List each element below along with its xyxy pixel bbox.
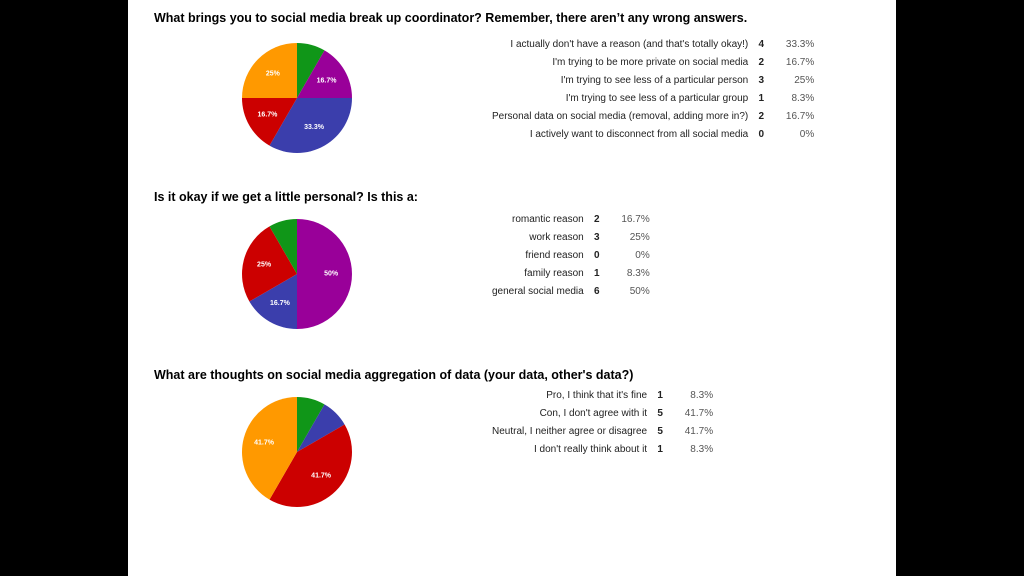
pie-slice [269,424,352,507]
legend-count: 4 [758,38,765,50]
pie-slice-label: 41.7% [311,473,332,480]
legend-row: I'm trying to be more private on social … [492,53,814,71]
legend-count: 2 [758,110,765,122]
pie-slice [269,98,352,153]
legend-label: work reason [529,231,584,243]
legend-row: family reason 1 8.3% [492,264,650,282]
pie-slice-label: 16.7% [270,300,291,307]
pie-chart-2: 50% 16.7% 25% [242,219,352,329]
legend-row: I actively want to disconnect from all s… [492,125,814,143]
pie-slice-label: 16.7% [258,112,279,119]
legend-count: 1 [657,389,663,401]
legend-row: friend reason 0 0% [492,246,650,264]
legend-count: 5 [657,407,663,419]
legend-row: Personal data on social media (removal, … [492,107,814,125]
pie-slice-label: 16.7% [317,77,338,84]
legend-count: 3 [758,74,765,86]
pie-slice-label: 41.7% [254,440,275,447]
legend-count: 1 [758,92,765,104]
legend-percent: 16.7% [785,110,815,122]
legend-label: I don't really think about it [534,443,648,455]
legend-row: Con, I don't agree with it 5 41.7% [492,404,714,422]
legend-percent: 8.3% [791,92,815,104]
legend-percent: 0% [799,128,815,140]
pie-slice [297,50,352,98]
legend-label: I'm trying to see less of a particular p… [560,74,749,86]
question-2-title: Is it okay if we get a little personal? … [154,190,418,204]
pie-slice-label: 33.3% [304,124,325,131]
legend-label: Personal data on social media (removal, … [492,110,749,122]
legend-label: I actually don't have a reason (and that… [510,38,749,50]
legend-percent: 50% [629,285,650,297]
legend-count: 5 [657,425,663,437]
legend-percent: 8.3% [626,267,650,279]
legend-percent: 8.3% [690,443,714,455]
legend-row: Neutral, I neither agree or disagree 5 41.… [492,422,713,440]
legend-count: 3 [593,231,600,243]
legend-2: romantic reason 2 16.7% work reason 3 25% frie… [492,210,650,300]
pie-slice [242,226,297,302]
survey-summary-slide: What brings you to social media break up… [128,0,896,576]
legend-label: family reason [524,267,584,279]
legend-row: work reason 3 25% [492,228,650,246]
legend-count: 1 [657,443,663,455]
pie-slice [269,219,297,274]
legend-label: friend reason [525,249,584,261]
legend-label: Neutral, I neither agree or disagree [492,425,648,437]
legend-label: Con, I don't agree with it [539,407,648,419]
pie-chart-1: 16.7% 33.3% 16.7% 25% [242,43,352,153]
legend-count: 0 [758,128,765,140]
legend-label: Pro, I think that it's fine [546,389,648,401]
legend-percent: 41.7% [684,425,714,437]
pie-slice [242,98,297,146]
legend-label: I actively want to disconnect from all s… [529,128,749,140]
pie-slice [297,404,345,452]
pie-slice [242,43,297,98]
legend-percent: 16.7% [621,213,650,225]
legend-count: 2 [758,56,765,68]
legend-count: 6 [593,285,600,297]
legend-count: 0 [593,249,600,261]
legend-row: I actually don't have a reason (and that… [492,35,814,53]
pie-slice [249,274,297,329]
legend-label: I'm trying to see less of a particular g… [565,92,749,104]
legend-percent: 25% [629,231,650,243]
question-3-title: What are thoughts on social media aggreg… [154,368,634,382]
legend-label: general social media [492,285,584,297]
pie-slice-label: 25% [266,70,281,77]
pie-slice [297,43,325,98]
legend-percent: 25% [794,74,815,86]
question-1-title: What brings you to social media break up… [154,11,748,25]
legend-row: I'm trying to see less of a particular g… [492,89,815,107]
legend-row: general social media 6 50% [492,282,650,300]
legend-row: I'm trying to see less of a particular p… [492,71,815,89]
pie-slice-label: 50% [324,271,339,278]
legend-label: romantic reason [512,213,584,225]
legend-row: romantic reason 2 16.7% [492,210,650,228]
pie-slice-label: 25% [257,262,272,269]
legend-1: I actually don't have a reason (and that… [492,35,814,143]
legend-percent: 16.7% [785,56,815,68]
legend-count: 1 [593,267,600,279]
pie-slice [297,219,352,329]
pie-slice [242,397,297,500]
pie-slice [297,397,325,452]
legend-row: I don't really think about it 1 8.3% [492,440,713,458]
legend-row: Pro, I think that it's fine 1 8.3% [492,386,713,404]
legend-count: 2 [593,213,600,225]
legend-3: Pro, I think that it's fine 1 8.3% Con, I d… [492,386,713,458]
legend-percent: 8.3% [690,389,714,401]
legend-percent: 41.7% [684,407,714,419]
legend-label: I'm trying to be more private on social … [552,56,749,68]
pie-chart-3: 41.7% 41.7% [242,397,352,507]
legend-percent: 33.3% [785,38,815,50]
legend-percent: 0% [635,249,650,261]
